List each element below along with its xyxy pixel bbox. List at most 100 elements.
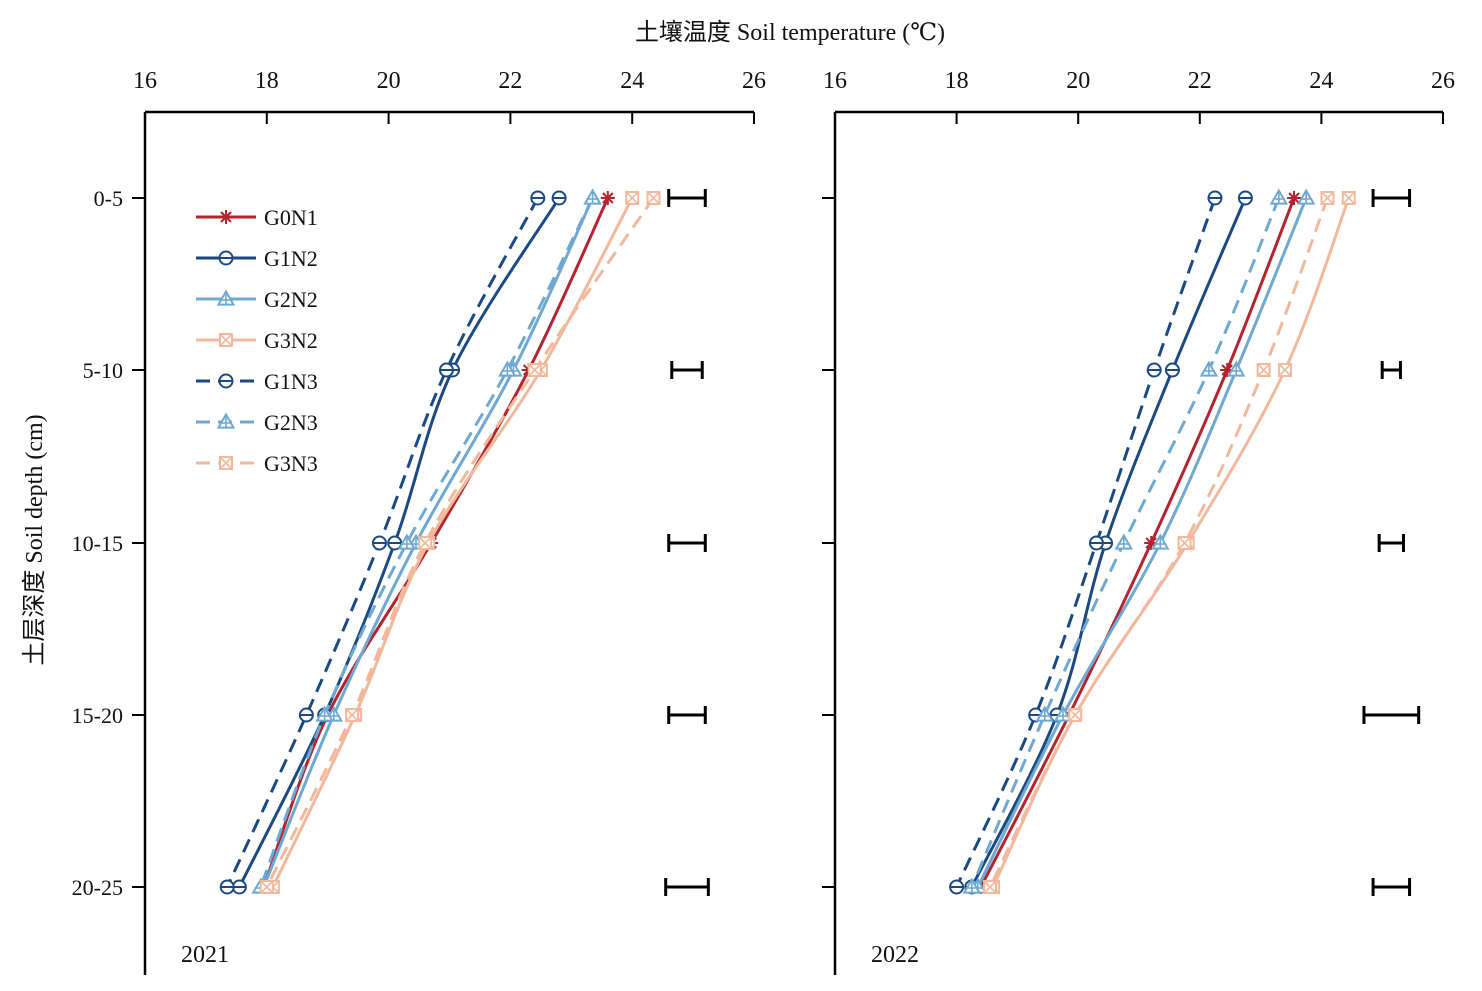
error-bar-0-5	[1371, 189, 1412, 207]
legend-item-G2N3: G2N3	[196, 410, 318, 435]
x-tick-label: 22	[498, 68, 522, 94]
point-G2N3-0-5	[583, 188, 602, 205]
point-G3N2-5-10-diag2	[1278, 363, 1292, 377]
point-G1N3-20-25	[949, 879, 965, 895]
series-G3N2	[986, 191, 1356, 894]
point-G1N2-0-5	[1237, 190, 1253, 206]
legend-marker-G1N3	[218, 373, 234, 389]
series-G2N3	[962, 188, 1289, 894]
x-tick-label: 16	[133, 68, 157, 94]
error-bar-15-20	[667, 706, 707, 724]
point-G2N3-20-25	[962, 877, 982, 894]
error-bar-20-25	[1371, 878, 1412, 896]
legend-item-G3N3: G3N3	[196, 451, 318, 476]
point-G3N3-10-15-diag2	[1178, 536, 1192, 550]
series-G1N3	[949, 190, 1223, 895]
point-G3N3-20-25-diag2	[983, 880, 997, 894]
point-G0N1-0-5	[600, 191, 615, 205]
x-tick-label: 26	[1431, 68, 1455, 94]
x-tick-label: 20	[377, 68, 401, 94]
point-G2N2-15-20	[1053, 705, 1073, 722]
series-G1N2	[964, 190, 1253, 895]
series-line-G3N3	[988, 197, 1329, 888]
point-G2N3-15-20	[1035, 705, 1054, 722]
point-G2N3-15-20	[315, 705, 334, 722]
y-tick-label: 0-5	[94, 186, 123, 211]
legend-item-G0N1: G0N1	[196, 205, 318, 230]
point-G3N3-15-20-diag2	[1068, 708, 1082, 722]
point-G1N2-20-25	[231, 879, 247, 895]
point-G0N1-10-15-arm4	[1145, 537, 1157, 549]
x-tick-label: 18	[945, 68, 969, 94]
error-bar-15-20	[1362, 706, 1421, 724]
point-G2N2-10-15	[1151, 533, 1170, 550]
legend-label: G3N3	[264, 451, 318, 476]
legend-label: G0N1	[264, 205, 318, 230]
point-G2N3-10-15	[1114, 533, 1134, 550]
legend-marker-G3N2-diag2	[219, 333, 233, 347]
point-G2N3-5-10	[1199, 360, 1219, 377]
y-tick-label: 10-15	[72, 531, 123, 556]
legend: G0N1 G1N2 G2N2 G3N2 G1N3 G2N3 G3N3	[196, 205, 318, 476]
series-G3N3	[259, 191, 661, 894]
point-G1N3-20-25	[219, 879, 235, 895]
legend-item-G1N3: G1N3	[196, 369, 318, 394]
point-G1N3-10-15	[371, 535, 387, 551]
series-line-G3N2	[271, 197, 634, 888]
x-tick-label: 22	[1188, 68, 1212, 94]
series-line-G2N2	[976, 197, 1308, 888]
point-G3N3-15-20	[1068, 708, 1083, 722]
point-G2N2-5-10	[1227, 360, 1246, 377]
point-G2N3-0-5	[1269, 188, 1289, 205]
error-bar-0-5	[667, 189, 707, 207]
point-G3N3-0-5-diag2	[1320, 191, 1335, 205]
series-line-G2N3	[259, 197, 594, 888]
point-G3N3-15-20-diag2	[345, 708, 359, 722]
point-G3N2-0-5-diag2	[625, 191, 639, 205]
panel-label: 2021	[181, 942, 229, 968]
legend-label: G2N2	[264, 287, 318, 312]
panel-label: 2022	[871, 942, 919, 968]
point-G3N3-10-15	[418, 536, 433, 550]
x-tick-label: 26	[742, 68, 766, 94]
chart-panels: 16 18 20 22 24 260-55-1010-1515-2020-25202116…	[72, 68, 1455, 975]
legend-marker-G0N1	[219, 210, 233, 224]
point-G3N2-0-5	[1341, 191, 1356, 205]
error-bar-5-10	[1380, 361, 1402, 379]
x-tick-label: 16	[823, 68, 847, 94]
point-G3N2-0-5	[625, 191, 640, 205]
point-G3N3-0-5-diag2	[646, 191, 661, 205]
legend-marker-G0N1-arm4	[220, 211, 232, 223]
error-bar-10-15	[667, 534, 707, 552]
point-G1N2-0-5	[551, 190, 567, 206]
legend-item-G3N2: G3N2	[196, 328, 318, 353]
point-G0N1-0-5-arm4	[602, 192, 614, 204]
point-G3N2-0-5-diag2	[1342, 191, 1356, 205]
series-line-G1N3	[955, 197, 1217, 888]
panel-2021: 16 18 20 22 24 26 0-5 5-10 10-15 15-20 20-25 2021	[72, 68, 766, 975]
y-tick-label: 15-20	[72, 703, 123, 728]
series-G3N2	[265, 191, 640, 894]
figure-top-title: 土壤温度 Soil temperature (℃)	[635, 19, 945, 46]
point-G0N1-5-10-arm4	[1221, 364, 1233, 376]
legend-label: G1N2	[264, 246, 318, 271]
legend-marker-G3N2	[219, 333, 233, 347]
point-G3N3-5-10	[527, 363, 542, 377]
point-G1N3-0-5	[530, 190, 546, 206]
series-G2N2	[968, 188, 1316, 894]
x-tick-label: 24	[620, 68, 644, 94]
point-G3N3-10-15-diag2	[418, 536, 432, 550]
point-G3N3-20-25-diag2	[260, 880, 274, 894]
point-G2N3-5-10	[498, 360, 517, 377]
legend-marker-G2N3	[216, 412, 236, 429]
point-G3N3-15-20	[345, 708, 360, 722]
point-G3N3-5-10	[1256, 363, 1271, 377]
point-G1N2-5-10	[1164, 362, 1180, 378]
legend-marker-G3N3-diag2	[219, 456, 233, 470]
point-G2N2-0-5	[1296, 188, 1316, 205]
legend-label: G3N2	[264, 328, 318, 353]
x-tick-label: 20	[1066, 68, 1090, 94]
error-bar-5-10	[670, 361, 704, 379]
